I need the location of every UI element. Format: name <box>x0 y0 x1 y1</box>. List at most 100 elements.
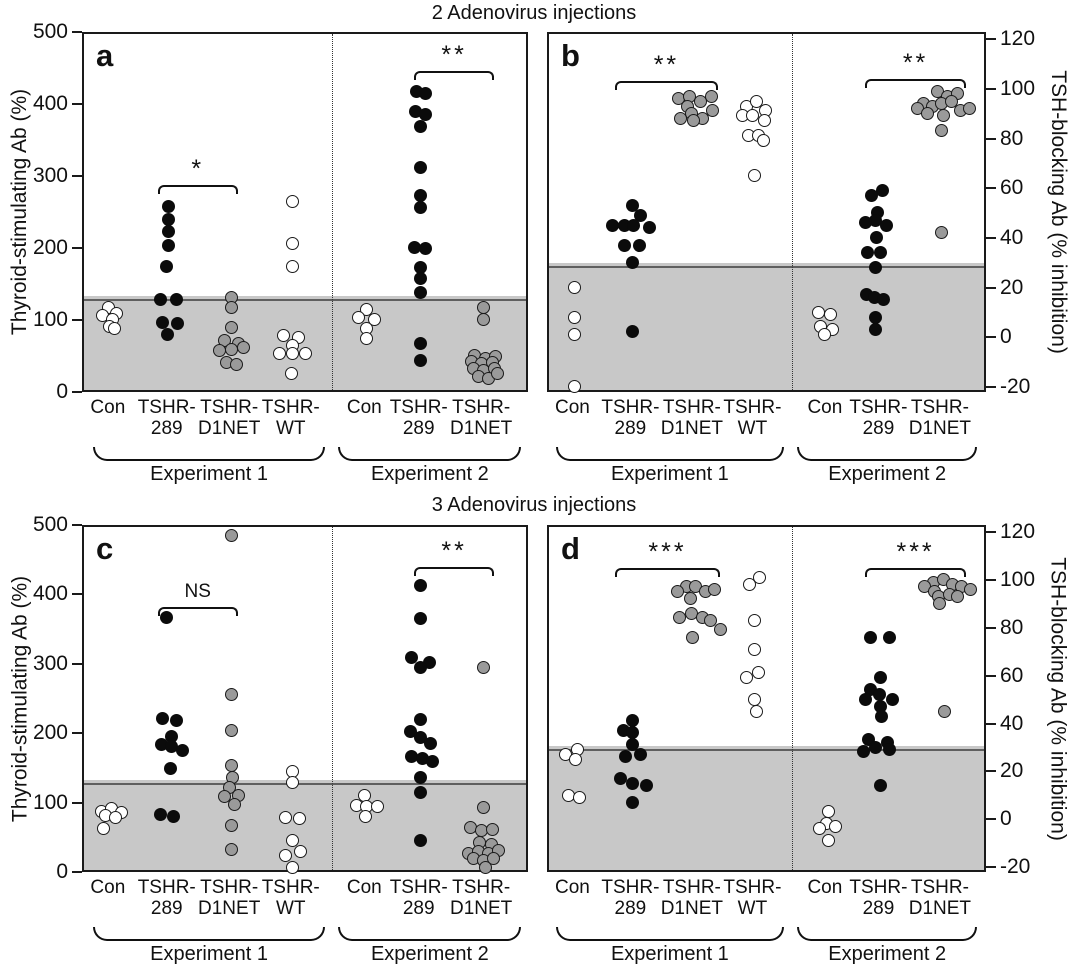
panel-letter-a: a <box>96 38 114 73</box>
data-point <box>938 704 952 718</box>
y-tick-mark <box>72 593 82 596</box>
data-point <box>279 849 293 863</box>
y-tick-label: 500 <box>32 513 68 536</box>
y-tick-label: 100 <box>1000 568 1036 592</box>
y-tick-label: 300 <box>32 164 68 187</box>
data-point <box>224 320 238 334</box>
y-tick-label: 500 <box>32 20 68 43</box>
y-tick-label: 100 <box>32 308 68 331</box>
experiment-brace <box>338 447 522 461</box>
data-point <box>625 726 639 740</box>
data-point <box>813 822 827 836</box>
data-point <box>405 749 419 763</box>
experiment-label: Experiment 1 <box>610 463 729 485</box>
data-point <box>747 642 761 656</box>
data-point <box>745 109 759 123</box>
data-point <box>154 807 168 821</box>
x-category-label: TSHR- WT <box>723 877 782 919</box>
x-category-label: TSHR- 289 <box>849 877 908 919</box>
data-point <box>885 692 899 706</box>
data-point <box>414 120 428 134</box>
data-point <box>882 630 896 644</box>
data-point <box>714 623 728 637</box>
data-point <box>873 778 887 792</box>
data-point <box>633 747 647 761</box>
x-category-label: TSHR- D1NET <box>908 877 972 919</box>
y-tick-label: 40 <box>1000 711 1024 735</box>
data-point <box>224 843 238 857</box>
y-tick-label: 120 <box>1000 520 1036 544</box>
panel-b: b ** ** <box>547 32 986 394</box>
data-point <box>154 293 168 307</box>
y-tick-label: 0 <box>56 380 68 403</box>
data-point <box>167 809 181 823</box>
data-point <box>684 592 698 606</box>
significance-label: * <box>191 155 205 184</box>
data-point <box>824 308 838 322</box>
y-tick-mark <box>72 175 82 177</box>
data-point <box>618 750 632 764</box>
data-point <box>409 104 423 118</box>
y-tick-label: 400 <box>32 92 68 115</box>
data-point <box>572 790 586 804</box>
data-point <box>868 310 882 324</box>
significance-label: ** <box>653 51 680 80</box>
data-point <box>951 589 965 603</box>
data-point <box>829 819 843 833</box>
data-point <box>476 301 490 315</box>
data-point <box>414 713 428 727</box>
significance-label: *** <box>648 537 687 566</box>
data-point <box>414 160 428 174</box>
data-point <box>414 260 428 274</box>
y-tick-label: 20 <box>1000 275 1024 299</box>
data-point <box>868 322 882 336</box>
x-category-label: Con <box>346 397 382 418</box>
x-category-label: TSHR- D1NET <box>450 397 513 439</box>
experiment-brace <box>93 927 326 941</box>
data-point <box>742 577 756 591</box>
y-tick-mark <box>72 732 82 735</box>
y-tick-mark <box>986 674 996 677</box>
y-tick-mark <box>72 801 82 804</box>
panel-letter-d: d <box>561 531 580 566</box>
data-point <box>478 861 492 875</box>
data-point <box>605 218 619 232</box>
data-point <box>416 751 430 765</box>
data-point <box>686 630 700 644</box>
experiment-label: Experiment 2 <box>370 463 489 485</box>
data-point <box>279 811 293 825</box>
x-category-label: Con <box>555 397 590 418</box>
x-category-label: TSHR- D1NET <box>660 397 723 439</box>
experiment-label: Experiment 2 <box>828 943 947 965</box>
x-category-label: Con <box>807 877 843 898</box>
x-category-label: TSHR- 289 <box>137 397 196 439</box>
data-point <box>625 325 639 339</box>
data-point <box>757 114 771 128</box>
data-point <box>872 688 886 702</box>
data-point <box>873 245 887 259</box>
data-point <box>171 316 185 330</box>
x-category-label: TSHR- D1NET <box>908 397 972 439</box>
data-point <box>567 380 581 394</box>
x-category-label: TSHR- WT <box>261 397 320 439</box>
data-point <box>882 743 896 757</box>
data-point <box>414 660 428 674</box>
data-point <box>359 332 373 346</box>
data-point <box>224 342 238 356</box>
significance-label: NS <box>184 580 211 602</box>
y-tick-mark <box>986 866 996 869</box>
data-point <box>874 709 888 723</box>
normal-range-shade <box>84 296 526 390</box>
data-point <box>687 114 701 128</box>
experiment-divider <box>332 527 334 870</box>
data-point <box>109 811 123 825</box>
experiment-label: Experiment 1 <box>150 463 269 485</box>
threshold-line <box>84 782 526 785</box>
data-point <box>875 183 889 197</box>
data-point <box>227 798 241 812</box>
row2-title: 3 Adenovirus injections <box>431 494 637 516</box>
data-point <box>642 221 656 235</box>
left-axis-label-row1: Thyroid-stimulating Ab (%) <box>8 88 31 336</box>
experiment-brace <box>555 447 785 461</box>
data-point <box>485 823 499 837</box>
